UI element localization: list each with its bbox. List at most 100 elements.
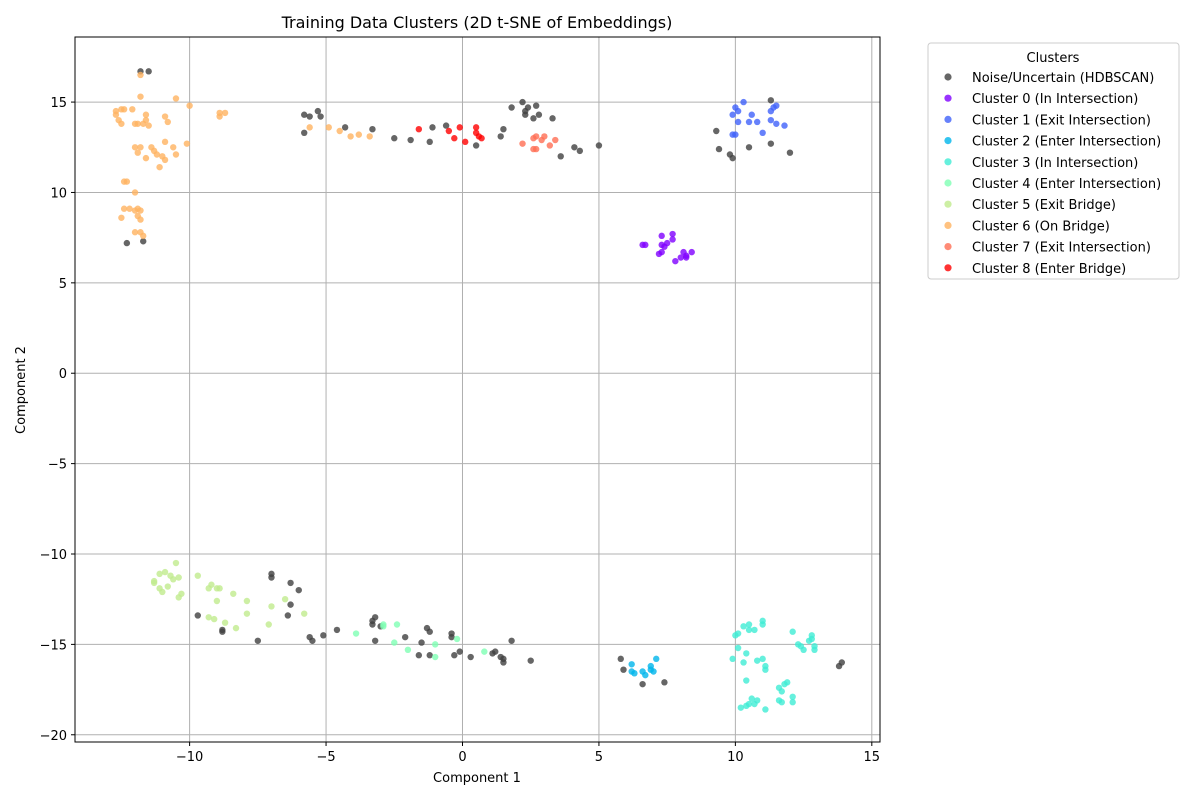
scatter-point-series-2 [734, 118, 742, 126]
scatter-point-series-0 [140, 238, 147, 245]
scatter-point-series-4 [737, 704, 745, 711]
scatter-point-series-6 [161, 568, 169, 576]
scatter-point-series-0 [576, 147, 584, 155]
scatter-point-series-4 [740, 623, 747, 630]
scatter-point-series-0 [371, 614, 379, 621]
scatter-point-series-4 [808, 635, 815, 643]
x-tick-label: 0 [458, 750, 466, 765]
scatter-point-series-7 [145, 122, 152, 129]
scatter-point-series-0 [401, 633, 409, 641]
scatter-point-series-7 [325, 124, 332, 131]
scatter-point-series-0 [287, 579, 294, 587]
scatter-point-series-0 [500, 125, 507, 133]
scatter-point-series-0 [219, 628, 226, 635]
scatter-point-series-7 [347, 133, 354, 140]
scatter-point-series-5 [380, 621, 387, 628]
scatter-point-series-2 [729, 111, 736, 118]
scatter-point-series-6 [150, 577, 158, 585]
scatter-point-series-4 [789, 628, 796, 635]
scatter-point-series-7 [118, 120, 125, 127]
y-tick-label: 15 [50, 96, 67, 111]
scatter-point-series-0 [508, 637, 515, 644]
scatter-point-series-6 [194, 572, 201, 579]
scatter-point-series-2 [773, 102, 780, 109]
scatter-point-series-7 [134, 120, 141, 127]
scatter-point-series-0 [287, 601, 294, 608]
scatter-point-series-2 [732, 131, 739, 138]
scatter-point-series-7 [306, 124, 313, 131]
scatter-point-series-7 [120, 106, 128, 113]
scatter-point-series-0 [407, 136, 414, 144]
scatter-point-series-7 [137, 71, 144, 79]
scatter-point-series-7 [142, 154, 150, 162]
scatter-point-series-4 [740, 659, 747, 666]
scatter-point-series-0 [426, 628, 433, 635]
scatter-point-series-0 [767, 97, 775, 104]
scatter-point-series-7 [112, 111, 120, 118]
scatter-point-series-6 [243, 610, 251, 617]
scatter-point-series-9 [456, 124, 463, 131]
scatter-point-series-4 [743, 677, 750, 684]
scatter-point-series-0 [508, 104, 515, 111]
scatter-point-series-2 [740, 98, 747, 106]
scatter-point-series-9 [445, 127, 453, 135]
scatter-point-series-0 [527, 657, 534, 664]
x-tick-label: 15 [864, 750, 881, 765]
scatter-point-series-0 [557, 153, 564, 160]
scatter-point-series-1 [669, 230, 676, 238]
scatter-point-series-0 [426, 652, 433, 659]
scatter-point-series-7 [137, 207, 144, 214]
scatter-point-series-4 [754, 657, 761, 664]
scatter-point-series-3 [642, 671, 649, 679]
scatter-point-series-6 [265, 621, 272, 628]
scatter-point-series-4 [789, 699, 796, 706]
legend-entry: Cluster 1 (Exit Intersection) [972, 113, 1151, 128]
y-axis-label: Component 2 [14, 346, 29, 434]
scatter-point-series-0 [532, 102, 540, 109]
scatter-point-series-5 [391, 639, 398, 646]
scatter-point-series-6 [164, 583, 171, 590]
scatter-point-series-5 [352, 630, 360, 637]
legend-marker [944, 137, 952, 145]
scatter-point-series-0 [369, 621, 376, 628]
legend-entry: Cluster 7 (Exit Intersection) [972, 241, 1151, 256]
scatter-point-series-0 [472, 142, 480, 149]
scatter-point-series-7 [129, 106, 136, 113]
scatter-point-series-3 [628, 661, 635, 668]
scatter-point-series-0 [492, 648, 499, 655]
scatter-point-series-4 [784, 679, 791, 686]
scatter-point-series-0 [371, 637, 379, 644]
scatter-point-series-0 [145, 68, 152, 75]
scatter-point-series-5 [453, 635, 461, 643]
scatter-point-series-7 [183, 140, 191, 147]
legend-entry: Cluster 2 (Enter Intersection) [972, 135, 1161, 150]
scatter-point-series-8 [552, 136, 559, 144]
scatter-point-series-0 [530, 115, 537, 122]
y-tick-label: −20 [40, 729, 67, 744]
scatter-point-series-9 [451, 135, 458, 142]
scatter-point-series-0 [571, 144, 578, 151]
scatter-point-series-6 [170, 576, 177, 583]
scatter-point-series-7 [172, 95, 180, 102]
scatter-point-series-2 [773, 120, 780, 127]
legend-entry: Noise/Uncertain (HDBSCAN) [972, 71, 1154, 86]
scatter-point-series-2 [745, 118, 753, 126]
x-axis-label: Component 1 [433, 771, 521, 786]
scatter-point-series-9 [478, 135, 485, 142]
scatter-point-series-3 [653, 655, 660, 663]
x-tick-label: −10 [176, 750, 203, 765]
scatter-point-series-7 [142, 111, 150, 118]
scatter-point-series-0 [497, 133, 504, 140]
scatter-point-series-0 [254, 637, 262, 644]
legend-marker [944, 158, 952, 166]
legend-marker [944, 200, 952, 208]
scatter-point-series-4 [734, 644, 742, 652]
scatter-point-series-0 [448, 633, 455, 641]
scatter-point-series-0 [617, 655, 624, 663]
scatter-point-series-6 [281, 595, 289, 603]
legend-marker [944, 73, 952, 81]
scatter-point-series-0 [309, 637, 316, 644]
scatter-point-series-7 [131, 229, 139, 236]
scatter-point-series-7 [137, 93, 144, 100]
